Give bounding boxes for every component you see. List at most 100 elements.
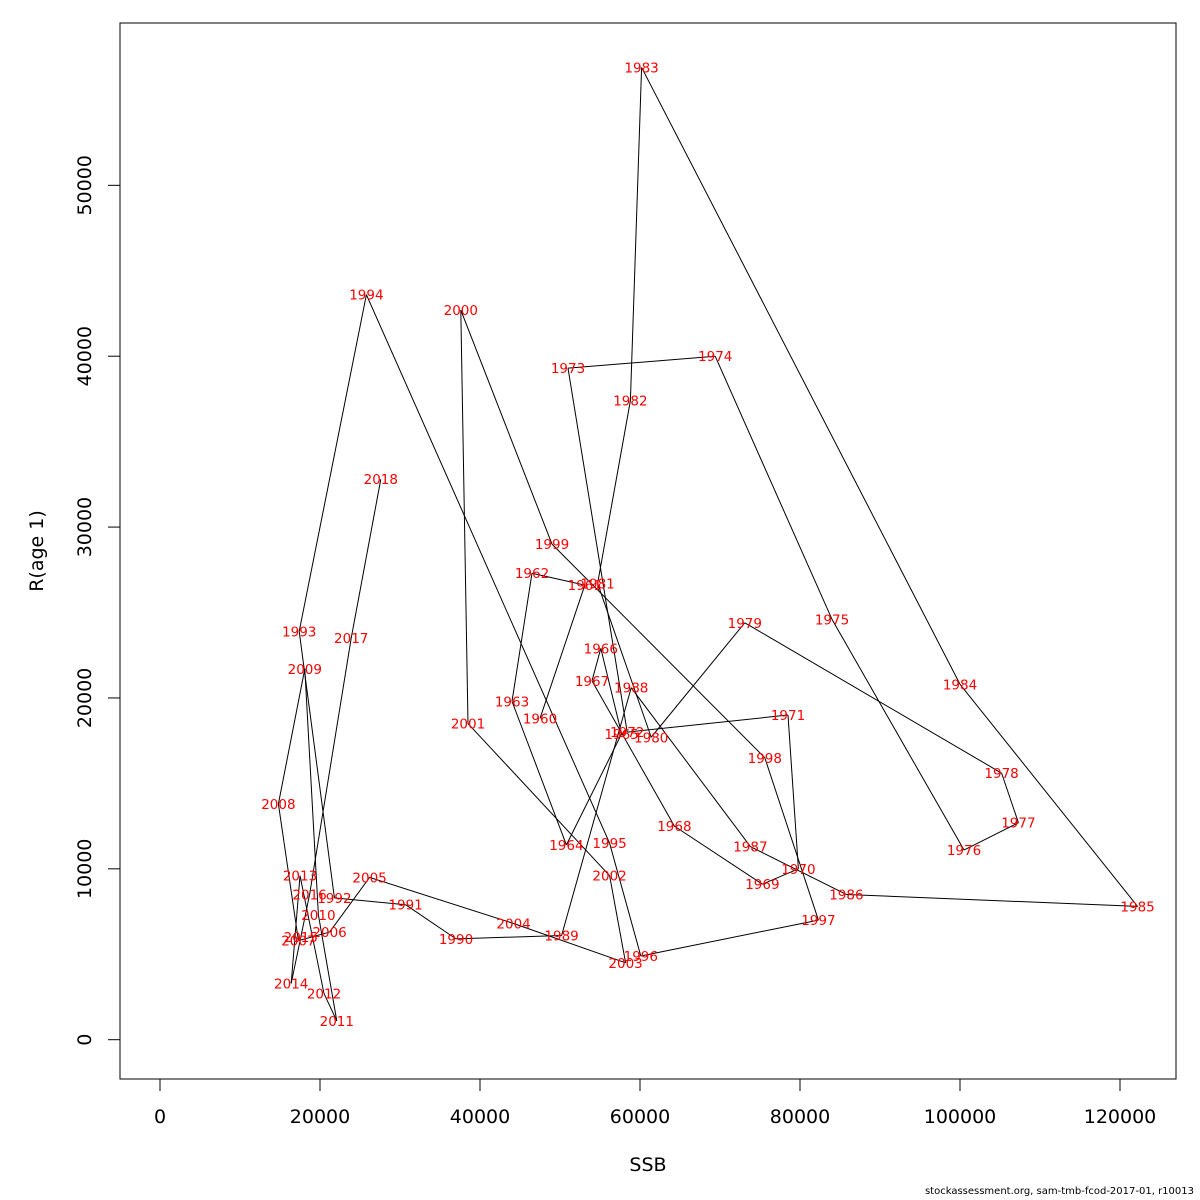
point-label-1960: 1960 [523, 711, 557, 727]
x-tick-label: 100000 [924, 1106, 997, 1128]
segment-1974-1975 [714, 356, 833, 620]
segment-1968-1969 [674, 825, 763, 885]
segment-2005-2006 [329, 877, 371, 933]
segment-1986-1987 [750, 846, 847, 895]
segment-2012-2013 [299, 875, 325, 994]
point-label-1990: 1990 [439, 932, 473, 948]
segment-1966-1967 [591, 648, 602, 681]
point-label-1989: 1989 [544, 928, 578, 944]
segment-1979-1980 [650, 622, 746, 738]
segment-1964-1965 [565, 733, 623, 846]
point-label-1979: 1979 [728, 616, 762, 632]
point-label-1968: 1968 [657, 819, 691, 835]
series-layer [277, 67, 1138, 1022]
segment-1999-2000 [460, 309, 553, 545]
point-label-1995: 1995 [592, 836, 626, 852]
point-label-2000: 2000 [444, 303, 478, 319]
x-tick-label: 0 [154, 1106, 166, 1128]
point-label-1964: 1964 [549, 838, 583, 854]
point-label-1981: 1981 [580, 576, 614, 592]
x-tick-label: 120000 [1084, 1106, 1157, 1128]
x-tick-label: 80000 [770, 1106, 830, 1128]
segment-1973-1974 [567, 355, 716, 369]
segment-2016-2017 [309, 638, 352, 895]
segment-2015-2016 [300, 894, 311, 938]
point-label-2010: 2010 [301, 908, 335, 924]
segment-1963-1964 [511, 701, 567, 846]
segment-2001-2002 [467, 723, 610, 877]
point-label-1984: 1984 [943, 677, 977, 693]
segment-1980-1981 [597, 583, 652, 738]
point-label-1998: 1998 [748, 751, 782, 767]
segment-2017-2018 [350, 479, 382, 639]
segment-1975-1976 [831, 619, 965, 851]
segment-2003-2004 [513, 923, 626, 964]
segment-1972-1973 [567, 368, 628, 733]
point-label-2013: 2013 [283, 869, 317, 885]
point-label-1962: 1962 [515, 566, 549, 582]
segment-1987-1988 [630, 687, 751, 847]
segment-2013-2014 [290, 875, 301, 984]
segment-2000-2001 [460, 310, 469, 724]
segment-1970-1971 [787, 715, 799, 869]
segment-1996-1997 [640, 919, 819, 957]
segment-1998-1999 [551, 543, 766, 759]
point-label-1972: 1972 [610, 725, 644, 741]
point-label-2018: 2018 [364, 472, 398, 488]
point-label-1982: 1982 [613, 394, 647, 410]
segment-1989-1990 [455, 934, 562, 940]
point-label-2009: 2009 [288, 662, 322, 678]
segment-2002-2003 [609, 875, 627, 963]
point-label-1997: 1997 [801, 913, 835, 929]
segment-1984-1985 [959, 683, 1138, 907]
point-label-2012: 2012 [307, 987, 341, 1003]
segment-1971-1972 [627, 714, 789, 733]
footer-credit: stockassessment.org, sam-tmb-fcod-2017-0… [924, 1186, 1194, 1197]
segment-2004-2005 [369, 876, 514, 924]
segment-1962-1963 [511, 573, 533, 702]
point-label-1978: 1978 [984, 766, 1018, 782]
point-label-2005: 2005 [352, 870, 386, 886]
y-tick-label: 10000 [74, 839, 96, 899]
point-label-1973: 1973 [551, 361, 585, 377]
x-tick-label: 60000 [610, 1106, 670, 1128]
segment-1990-1991 [405, 904, 457, 940]
y-tick-label: 0 [74, 1034, 96, 1046]
segment-1985-1986 [846, 893, 1138, 907]
point-label-1963: 1963 [495, 694, 529, 710]
point-label-1983: 1983 [624, 60, 658, 76]
point-label-1992: 1992 [317, 891, 351, 907]
point-label-1976: 1976 [947, 843, 981, 859]
point-label-2002: 2002 [592, 869, 626, 885]
segment-1967-1968 [591, 680, 675, 827]
point-label-1966: 1966 [584, 641, 618, 657]
segment-1983-1984 [641, 67, 961, 685]
segment-2014-2015 [290, 937, 302, 984]
point-label-1961: 1961 [568, 578, 602, 594]
y-tick-label: 40000 [74, 326, 96, 386]
segment-1961-1962 [531, 572, 585, 586]
point-label-2011: 2011 [320, 1014, 354, 1030]
x-tick-label: 20000 [290, 1106, 350, 1128]
y-tick-label: 20000 [74, 668, 96, 728]
point-label-1974: 1974 [698, 349, 732, 365]
segment-2009-2010 [304, 668, 319, 915]
point-label-1965: 1965 [604, 727, 638, 743]
labels-layer: 1960 1961 1962 1963 1964 1965 1966 1967 1968 1969… [261, 60, 1155, 1029]
segment-1991-1992 [334, 897, 406, 906]
point-label-2017: 2017 [334, 631, 368, 647]
point-label-1967: 1967 [575, 674, 609, 690]
x-tick-label: 40000 [450, 1106, 510, 1128]
point-label-1985: 1985 [1120, 899, 1154, 915]
point-label-1999: 1999 [535, 537, 569, 553]
segment-1988-1989 [561, 687, 632, 936]
y-tick-label: 50000 [74, 155, 96, 215]
point-label-1996: 1996 [624, 949, 658, 965]
segment-1960-1961 [539, 585, 586, 719]
plot-frame [119, 22, 1177, 1080]
point-label-2006: 2006 [312, 925, 346, 941]
point-label-1986: 1986 [829, 887, 863, 903]
segment-1977-1978 [1001, 772, 1019, 823]
segment-1965-1966 [600, 648, 623, 734]
